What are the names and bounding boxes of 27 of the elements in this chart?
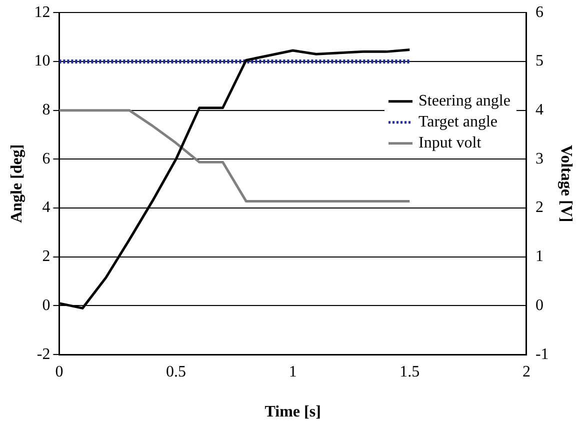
x-tick-label: 0 xyxy=(55,363,64,380)
y2-tick-label: 3 xyxy=(535,150,544,168)
y2-tick-label: 4 xyxy=(535,102,544,119)
y2-tick-label: 1 xyxy=(535,248,544,266)
y-tick-label: 4 xyxy=(42,199,50,216)
x-tick-label: 0.5 xyxy=(166,363,186,380)
y-tick-label: 10 xyxy=(34,52,50,70)
y2-tick-label: 2 xyxy=(535,199,544,216)
legend-label: Target angle xyxy=(418,114,498,131)
y-tick-label: 8 xyxy=(42,102,50,119)
y-tick-label: 2 xyxy=(42,248,50,266)
y-axis-title: Angle [deg] xyxy=(8,144,26,223)
x-axis-title: Time [s] xyxy=(264,404,321,421)
y-tick-label: -2 xyxy=(36,346,50,363)
y-tick-label: 0 xyxy=(42,296,50,314)
y2-tick-label: 6 xyxy=(535,4,544,21)
x-tick-label: 2 xyxy=(522,363,530,380)
y2-tick-label: 5 xyxy=(535,52,544,70)
legend-label: Input volt xyxy=(418,134,482,152)
x-tick-label: 1 xyxy=(288,363,297,380)
y2-tick-label: 0 xyxy=(535,296,544,314)
y-tick-label: 6 xyxy=(42,150,50,168)
x-tick-label: 1.5 xyxy=(400,363,420,380)
y-tick-label: 12 xyxy=(34,4,50,21)
y2-tick-label: -1 xyxy=(535,346,549,363)
legend-label: Steering angle xyxy=(418,92,510,110)
y2-axis-title: Voltage [V] xyxy=(557,145,574,222)
